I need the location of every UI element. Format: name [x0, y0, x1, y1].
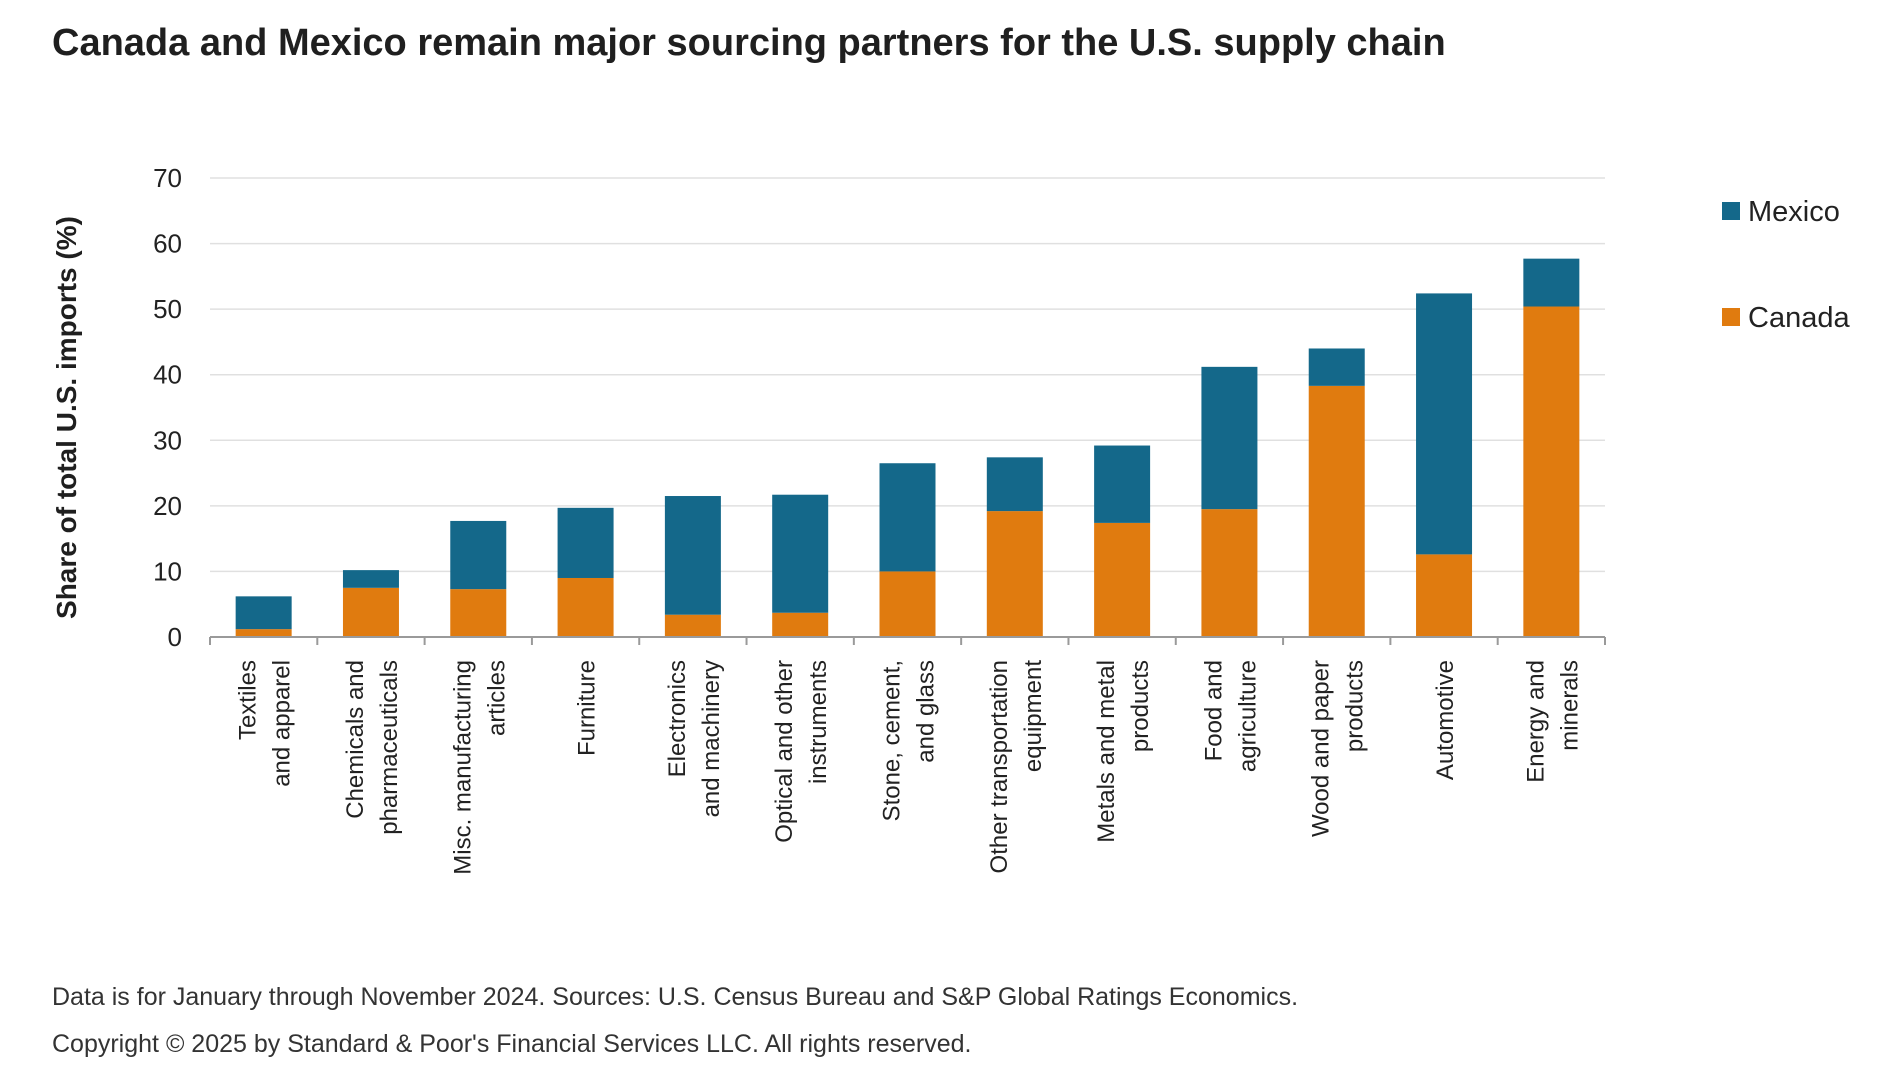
bars [235, 258, 1580, 637]
legend-label-mexico: Mexico [1748, 196, 1840, 228]
bar-canada [664, 614, 721, 637]
x-tick-label: Electronics [664, 660, 691, 777]
x-tick-label: Stone, cement, [879, 660, 906, 821]
bar-mexico [450, 520, 507, 590]
x-tick-label: agriculture [1234, 660, 1261, 772]
x-tick-label: Misc. manufacturing [449, 660, 476, 875]
labels: 0 10 20 30 40 50 60 70 Textiles and apparel Chemic… [51, 163, 1583, 875]
legend-swatch-canada [1722, 308, 1740, 326]
bar-mexico [235, 596, 292, 630]
y-tick-label: 50 [153, 294, 182, 324]
x-tick-label: equipment [1020, 660, 1047, 772]
x-tick-label: articles [483, 660, 510, 736]
x-tick-label: Optical and other [771, 660, 798, 843]
bar-mexico [342, 570, 399, 588]
x-tick-label: products [1342, 660, 1369, 752]
y-axis-title: Share of total U.S. imports (%) [51, 216, 82, 619]
x-tick-label: Food and [1200, 660, 1227, 761]
x-tick-label: Textiles [235, 660, 262, 740]
bar-mexico [1308, 348, 1365, 386]
bar-canada [1201, 509, 1258, 637]
bar-canada [986, 511, 1043, 637]
legend-swatch-mexico [1722, 202, 1740, 220]
x-tick-label: Furniture [574, 660, 601, 756]
x-tick-label: and machinery [698, 660, 725, 817]
y-tick-label: 10 [153, 556, 182, 586]
y-tick-label: 70 [153, 163, 182, 193]
bar-canada [235, 629, 292, 637]
x-tick-label: Energy and [1522, 660, 1549, 783]
bar-canada [879, 571, 936, 637]
y-tick-label: 40 [153, 360, 182, 390]
x-tick-label: instruments [805, 660, 832, 784]
bar-canada [1416, 554, 1473, 637]
legend-label-canada: Canada [1748, 302, 1850, 334]
bar-mexico [986, 457, 1043, 512]
x-tick-label: and glass [913, 660, 940, 763]
bar-mexico [664, 496, 721, 615]
bar-canada [342, 587, 399, 637]
bar-mexico [1523, 258, 1580, 307]
x-tick-label: Chemicals and [342, 660, 369, 819]
x-tick-label: minerals [1556, 660, 1583, 751]
bar-mexico [557, 507, 614, 578]
y-tick-label: 30 [153, 425, 182, 455]
y-tick-label: 60 [153, 229, 182, 259]
axes [209, 636, 1606, 645]
bar-canada [557, 577, 614, 637]
bar-canada [772, 612, 829, 637]
x-tick-label: Metals and metal [1093, 660, 1120, 843]
x-tick-label: Automotive [1432, 660, 1459, 780]
bar-mexico [772, 494, 829, 613]
bar-canada [1094, 522, 1151, 637]
bar-mexico [879, 463, 936, 572]
x-tick-label: pharmaceuticals [376, 660, 403, 835]
chart-title: Canada and Mexico remain major sourcing … [52, 22, 1446, 64]
x-tick-label: Other transportation [986, 660, 1013, 873]
bar-canada [1308, 385, 1365, 637]
legend: Mexico Canada [1722, 196, 1850, 334]
x-tick-label: and apparel [269, 660, 296, 787]
copyright-note: Copyright © 2025 by Standard & Poor's Fi… [52, 1030, 972, 1058]
bar-mexico [1416, 293, 1473, 555]
bar-canada [1523, 306, 1580, 637]
bar-mexico [1201, 366, 1258, 510]
y-tick-label: 20 [153, 491, 182, 521]
bar-mexico [1094, 445, 1151, 523]
y-tick-label: 0 [168, 622, 182, 652]
source-note: Data is for January through November 202… [52, 983, 1299, 1011]
x-tick-label: products [1127, 660, 1154, 752]
x-tick-label: Wood and paper [1308, 660, 1335, 837]
bar-canada [450, 589, 507, 637]
